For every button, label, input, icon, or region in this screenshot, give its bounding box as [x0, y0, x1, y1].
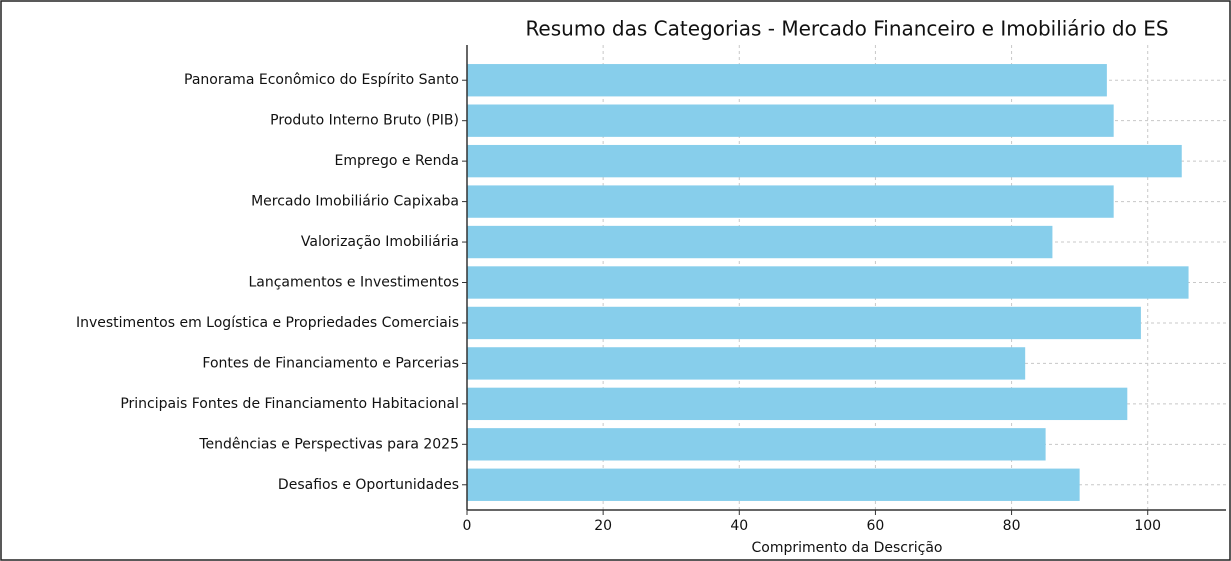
- y-tick-label: Fontes de Financiamento e Parcerias: [202, 355, 459, 371]
- bar: [467, 306, 1141, 340]
- x-tick-label: 40: [730, 518, 748, 534]
- bar: [467, 387, 1128, 421]
- bar: [467, 144, 1182, 178]
- y-tick-label: Tendências e Perspectivas para 2025: [198, 436, 459, 452]
- bar: [467, 266, 1189, 299]
- bar: [467, 468, 1080, 501]
- y-tick-label: Desafios e Oportunidades: [278, 477, 459, 493]
- chart-title: Resumo das Categorias - Mercado Financei…: [525, 17, 1168, 41]
- x-tick-label: 80: [1003, 518, 1021, 534]
- y-tick-label: Panorama Econômico do Espírito Santo: [184, 72, 459, 88]
- x-axis-label: Comprimento da Descrição: [752, 540, 943, 556]
- y-tick-label: Investimentos em Logística e Propriedade…: [76, 315, 459, 331]
- bar: [467, 347, 1026, 380]
- x-tick-label: 60: [867, 518, 885, 534]
- x-tick-label: 0: [463, 518, 472, 534]
- y-tick-label: Lançamentos e Investimentos: [248, 275, 459, 291]
- y-tick-label: Emprego e Renda: [335, 153, 459, 169]
- y-tick-label: Mercado Imobiliário Capixaba: [251, 194, 459, 210]
- x-tick-label: 100: [1134, 518, 1161, 534]
- x-tick-label: 20: [594, 518, 612, 534]
- y-tick-label: Valorização Imobiliária: [301, 234, 459, 250]
- bar: [467, 428, 1046, 461]
- bar: [467, 225, 1053, 259]
- bar: [467, 64, 1107, 97]
- y-tick-label: Principais Fontes de Financiamento Habit…: [120, 396, 459, 412]
- bar: [467, 185, 1114, 218]
- bar: [467, 104, 1114, 137]
- y-tick-label: Produto Interno Bruto (PIB): [270, 113, 459, 129]
